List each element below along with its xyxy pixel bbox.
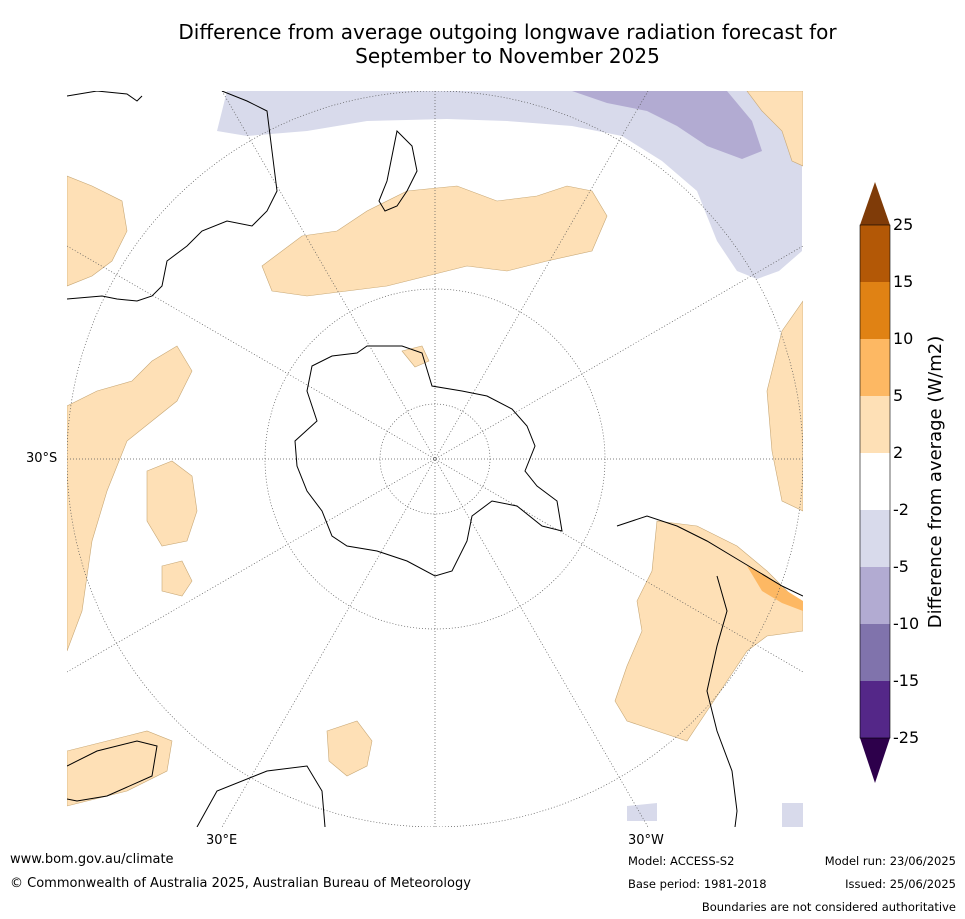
anomaly-plus2-antarctica-edge [401, 345, 430, 368]
anomaly-plus2-small-island [161, 560, 193, 597]
colorbar-tick-label: -2 [893, 500, 909, 519]
antarctica-coast [294, 345, 563, 577]
colorbar-tick-label: 25 [893, 215, 914, 234]
footer-copyright: © Commonwealth of Australia 2025, Austra… [10, 876, 471, 891]
anomaly-minus5-top [572, 91, 762, 159]
footer-model: Model: ACCESS-S2 [628, 854, 735, 868]
anomaly-minus2-bottom [627, 803, 803, 827]
anomaly-plus2-south-atlantic [326, 720, 373, 777]
colorbar-segment [860, 396, 890, 453]
anomaly-plus2-bottom-left [67, 730, 173, 807]
colorbar-arrow-min [860, 738, 890, 783]
lon-label-30w: 30°W [628, 833, 664, 848]
footer-model-run: Model run: 23/06/2025 [824, 854, 956, 868]
anomaly-plus2-right-edge [766, 300, 803, 512]
colorbar-segment [860, 453, 890, 510]
colorbar-segment [860, 225, 890, 282]
title-line-2: September to November 2025 [355, 44, 660, 68]
new-zealand-coast [378, 129, 418, 212]
anomaly-plus2-left-mid [67, 345, 193, 652]
colorbar-tick-label: 2 [893, 443, 904, 462]
title-line-1: Difference from average outgoing longwav… [178, 20, 837, 44]
colorbar-segment [860, 624, 890, 681]
colorbar-tick-label: 10 [893, 329, 914, 348]
anomaly-plus2-left-upper [67, 175, 128, 287]
anomaly-plus2-madagascar-region [146, 460, 198, 547]
colorbar-tick-label: -10 [893, 614, 920, 633]
australia-coast [67, 91, 278, 302]
anomaly-plus5-andes [747, 566, 803, 611]
footer-issued: Issued: 25/06/2025 [845, 877, 956, 891]
colorbar-tick-label: 15 [893, 272, 914, 291]
footer-website: www.bom.gov.au/climate [10, 852, 174, 867]
colorbar-tick-label: -15 [893, 671, 920, 690]
anomaly-plus2-topright [746, 91, 803, 167]
colorbar-tick-label: 5 [893, 386, 904, 405]
colorbar-segment [860, 339, 890, 396]
colorbar-arrow-max [860, 182, 890, 225]
footer-base-period: Base period: 1981-2018 [628, 877, 767, 891]
anomaly-minus2-top [217, 91, 802, 279]
colorbar-axis-label: Difference from average (W/m2) [925, 335, 946, 629]
chart-title: Difference from average outgoing longwav… [40, 20, 965, 68]
colorbar-segment [860, 681, 890, 738]
anomaly-plus2-tasman [261, 185, 608, 297]
colorbar-tick-label: -25 [893, 728, 920, 747]
colorbar [859, 182, 891, 783]
colorbar-segment [860, 510, 890, 567]
africa-coast [67, 740, 326, 827]
polar-map [67, 91, 803, 827]
south-america-coast [616, 515, 803, 827]
lon-label-30e: 30°E [206, 833, 238, 848]
footer-disclaimer: Boundaries are not considered authoritat… [701, 900, 956, 914]
colorbar-segment [860, 567, 890, 624]
lat-label-30s: 30°S [26, 451, 58, 466]
colorbar-segment [860, 282, 890, 339]
colorbar-tick-label: -5 [893, 557, 909, 576]
